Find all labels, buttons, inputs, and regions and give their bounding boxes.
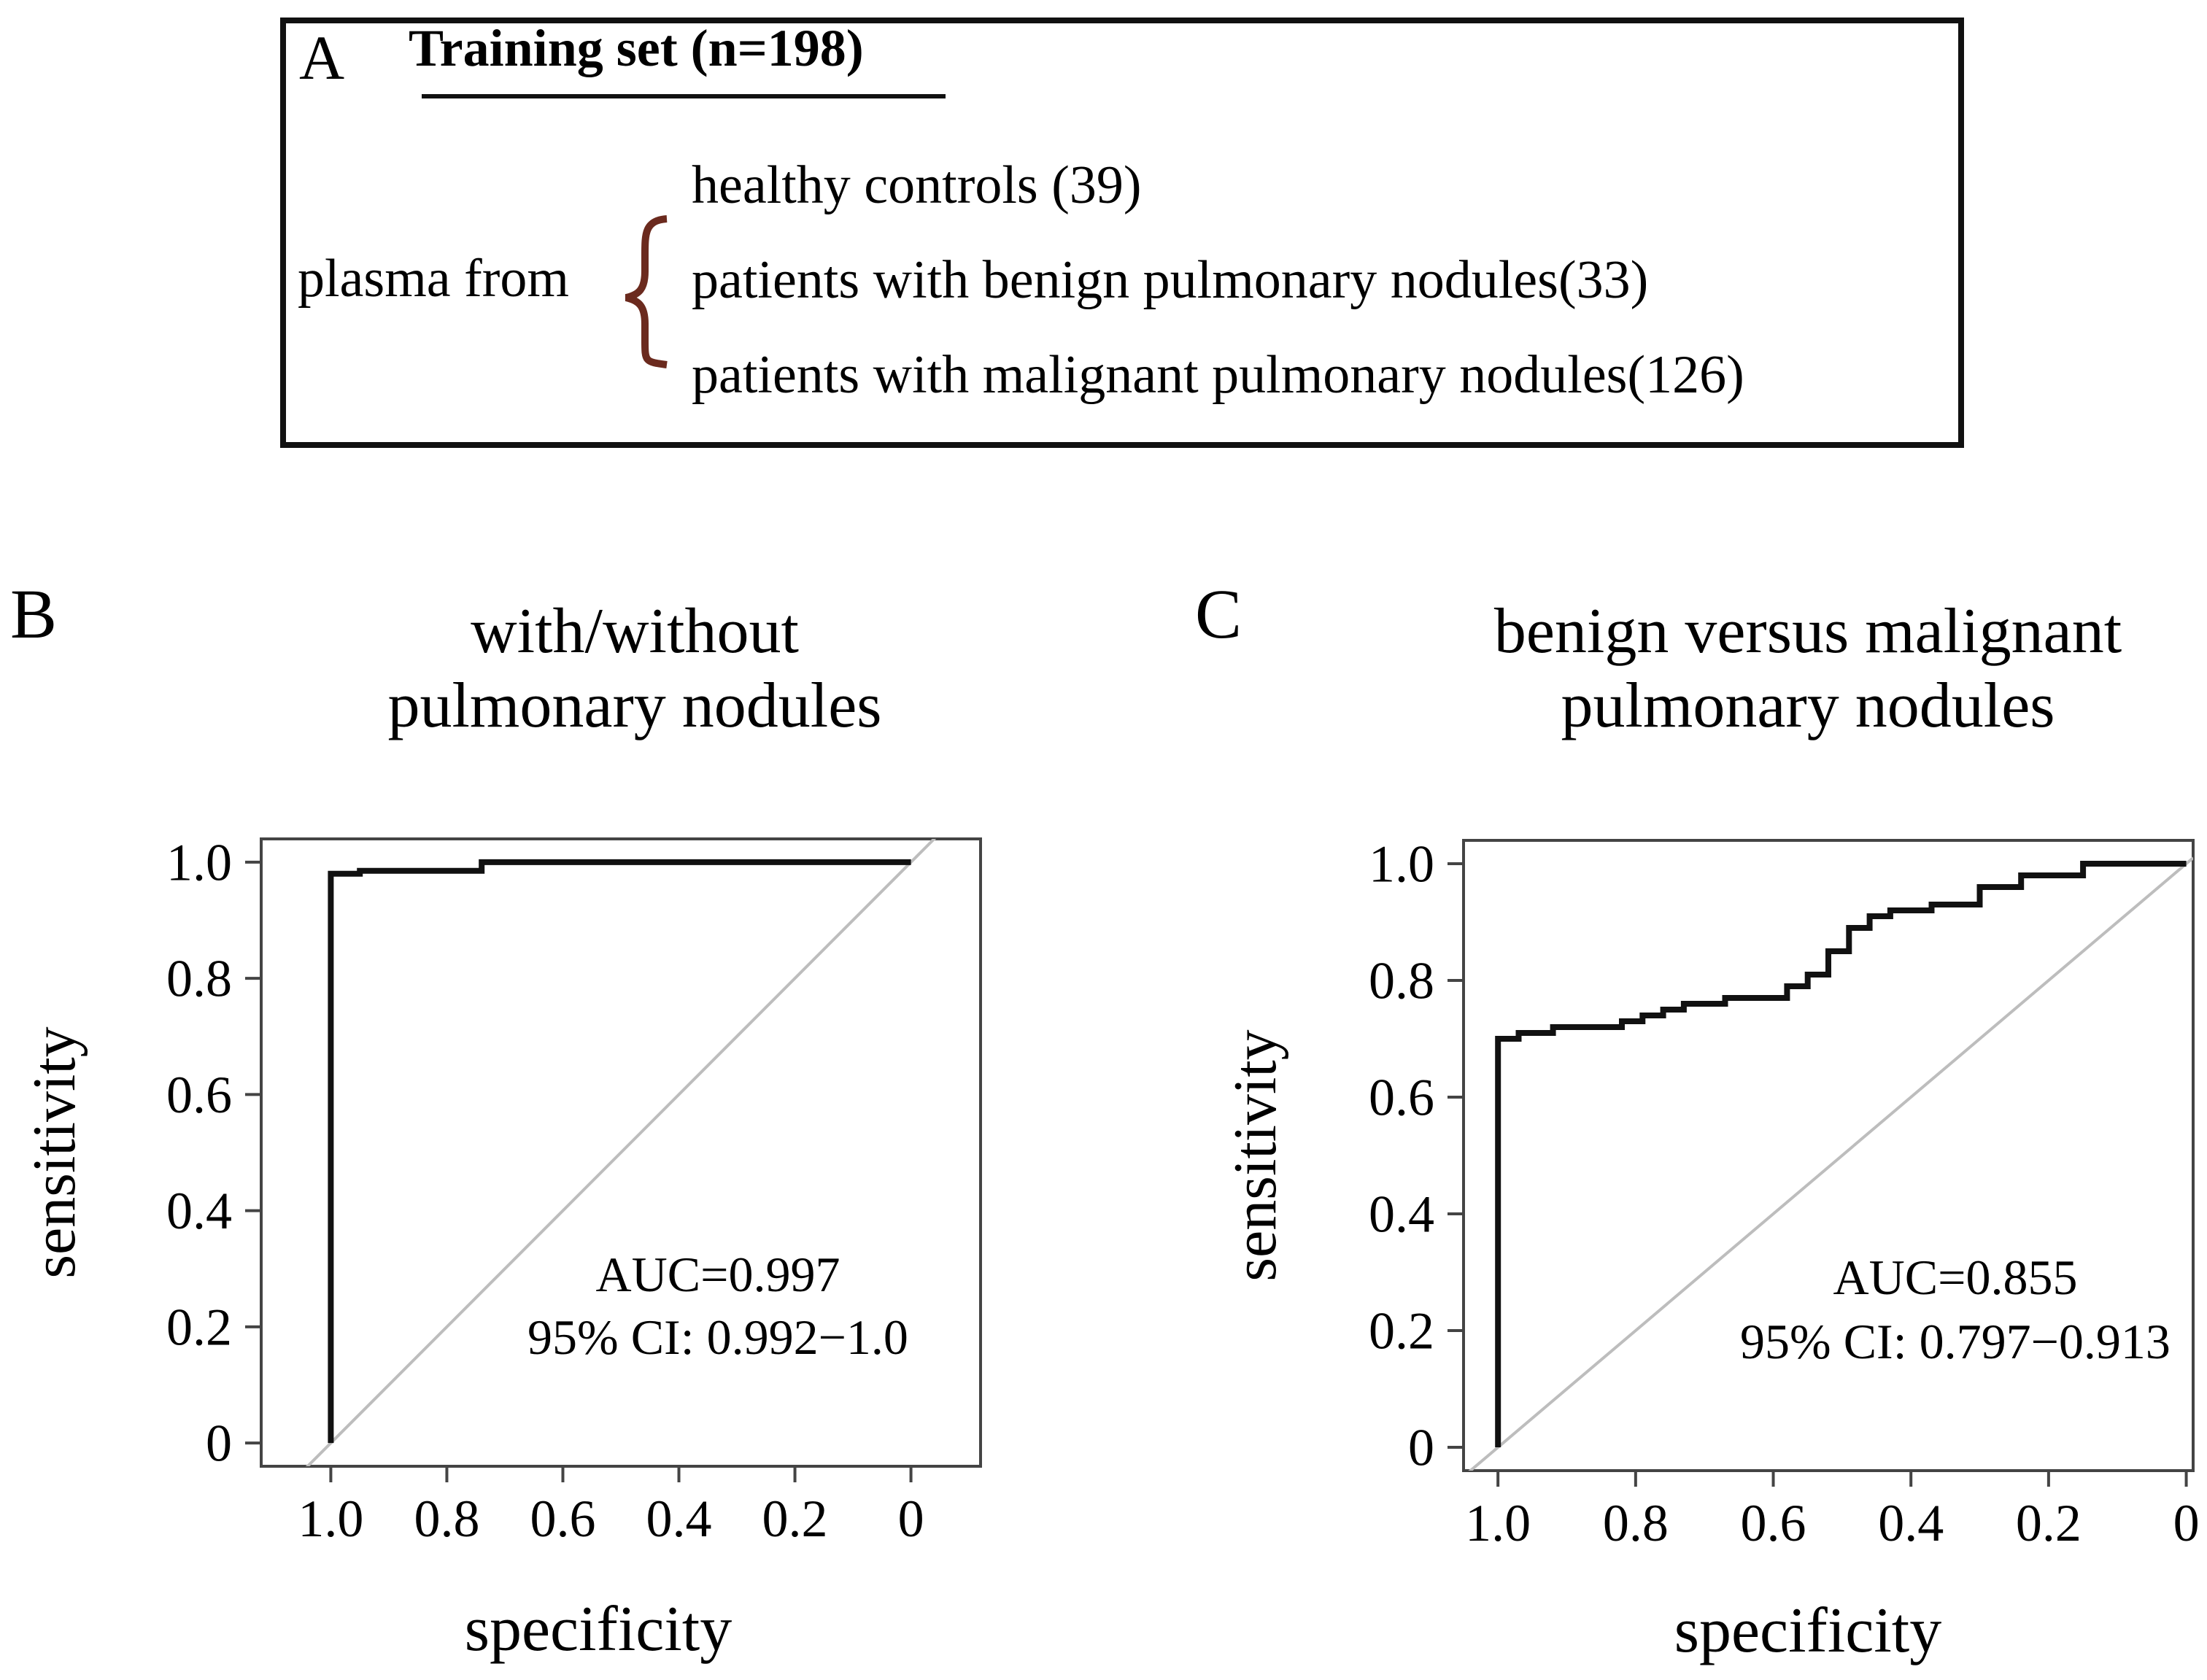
group-malignant-nodules: patients with malignant pulmonary nodule… <box>692 345 1744 405</box>
panel-b-letter: B <box>10 575 57 653</box>
chart-c-xtick-label: 1.0 <box>1465 1494 1531 1552</box>
chart-b-ci-label: 95% CI: 0.992−1.0 <box>527 1309 908 1365</box>
chart-b-ytick-label: 0.6 <box>166 1066 232 1124</box>
chart-c-ytick-label: 1.0 <box>1369 835 1434 893</box>
chart-b-ytick-label: 0.4 <box>166 1182 232 1240</box>
group-benign-nodules: patients with benign pulmonary nodules(3… <box>692 250 1648 310</box>
chart-b-y-axis: 0 0.2 0.4 0.6 0.8 1.0 <box>166 833 263 1473</box>
panel-a: A Training set (n=198) plasma from healt… <box>280 18 1964 448</box>
chart-c-xtick-label: 0.8 <box>1603 1494 1669 1552</box>
chart-b-ylabel: sensitivity <box>20 1026 88 1278</box>
panel-c-letter: C <box>1195 575 1242 653</box>
chart-c-auc-label: AUC=0.855 <box>1833 1250 2078 1305</box>
chart-c-ytick-label: 0.6 <box>1369 1068 1434 1126</box>
panel-c-title-line-2: pulmonary nodules <box>1561 670 2055 741</box>
chart-b-xtick-label: 0.2 <box>762 1490 828 1548</box>
chart-c-xtick-label: 0.2 <box>2016 1494 2082 1552</box>
chart-b-ytick-label: 0 <box>206 1414 232 1473</box>
chart-c-xtick-label: 0.6 <box>1741 1494 1806 1552</box>
chart-c-xtick-label: 0 <box>2173 1494 2200 1552</box>
chart-c-ylabel: sensitivity <box>1221 1029 1289 1281</box>
panel-b: B with/without pulmonary nodules 0 0.2 0.4… <box>10 575 982 1665</box>
brace-icon <box>625 215 668 368</box>
chart-b-reference-diagonal <box>305 839 937 1466</box>
chart-b-xtick-label: 0.8 <box>414 1490 479 1548</box>
chart-c-reference-diagonal <box>1468 856 2193 1471</box>
chart-c-x-axis: 1.0 0.8 0.6 0.4 0.2 0 <box>1465 1469 2200 1552</box>
chart-b-ytick-label: 0.8 <box>166 950 232 1008</box>
chart-c-xtick-label: 0.4 <box>1878 1494 1944 1552</box>
panel-b-title-line-1: with/without <box>471 596 799 667</box>
panel-a-box <box>280 18 1964 448</box>
chart-c-ytick-label: 0 <box>1408 1418 1434 1476</box>
panel-c: C benign versus malignant pulmonary nodu… <box>1195 575 2200 1666</box>
chart-b-ytick-label: 0.2 <box>166 1298 232 1356</box>
panel-a-source-label: plasma from <box>298 249 569 309</box>
chart-c-plot-frame <box>1462 839 2195 1472</box>
chart-b-xtick-label: 0 <box>898 1490 924 1548</box>
chart-b-roc-curve <box>328 859 911 1444</box>
chart-b-ytick-label: 1.0 <box>166 833 232 891</box>
chart-b-x-axis: 1.0 0.8 0.6 0.4 0.2 0 <box>298 1465 924 1548</box>
chart-c-ytick-label: 0.2 <box>1369 1301 1434 1360</box>
chart-c-ytick-label: 0.8 <box>1369 951 1434 1010</box>
chart-c-xlabel: specificity <box>1674 1595 1942 1666</box>
chart-c-ytick-label: 0.4 <box>1369 1185 1434 1243</box>
chart-c-y-axis: 0 0.2 0.4 0.6 0.8 1.0 <box>1369 835 1465 1476</box>
chart-b-xlabel: specificity <box>465 1594 733 1665</box>
chart-c-roc-curve <box>1495 861 2187 1447</box>
group-healthy-controls: healthy controls (39) <box>692 155 1142 215</box>
panel-c-title-line-1: benign versus malignant <box>1494 596 2122 667</box>
chart-b-xtick-label: 0.4 <box>646 1490 712 1548</box>
panel-a-title: Training set (n=198) <box>409 19 864 77</box>
chart-b-xtick-label: 0.6 <box>530 1490 595 1548</box>
chart-c-ci-label: 95% CI: 0.797−0.913 <box>1740 1314 2171 1369</box>
panel-b-title-line-2: pulmonary nodules <box>387 670 881 741</box>
panel-a-letter: A <box>299 23 344 93</box>
chart-b-xtick-label: 1.0 <box>298 1490 363 1548</box>
chart-b-auc-label: AUC=0.997 <box>596 1247 840 1302</box>
